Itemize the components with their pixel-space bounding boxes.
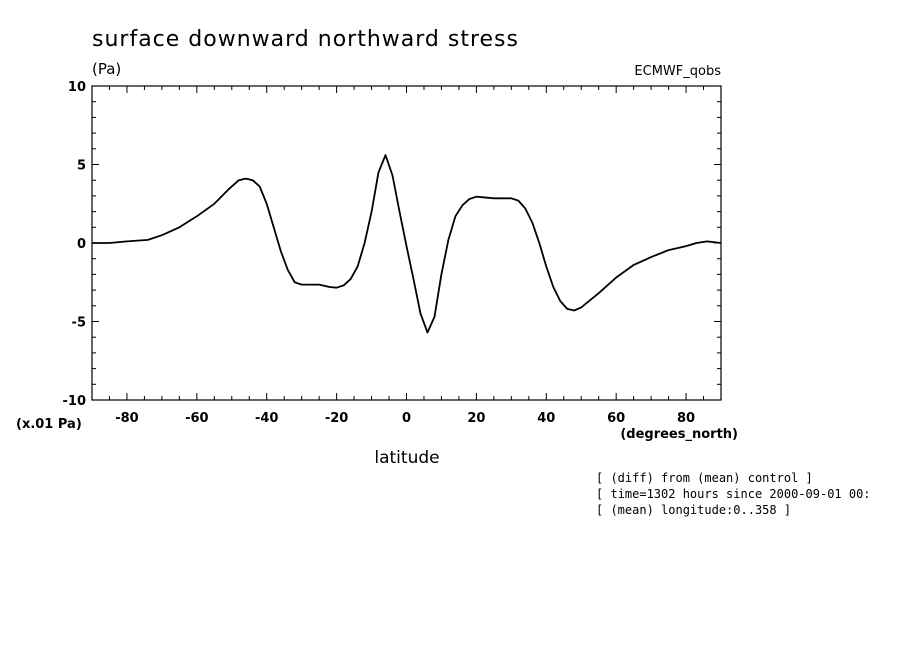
series-line bbox=[92, 154, 722, 334]
x-tick-label: -20 bbox=[325, 411, 349, 426]
x-tick-label: -40 bbox=[255, 411, 279, 426]
y-tick-label: 10 bbox=[68, 80, 86, 95]
y-tick-label: 0 bbox=[77, 237, 86, 252]
x-tick-label: 40 bbox=[537, 411, 555, 426]
note-line-2: [ time=1302 hours since 2000-09-01 00: bbox=[596, 487, 871, 501]
chart-title: surface downward northward stress bbox=[92, 27, 519, 52]
x-tick-label: 0 bbox=[402, 411, 411, 426]
x-tick-label: 20 bbox=[467, 411, 485, 426]
y-tick-labels: 10 5 0 -5 -10 bbox=[63, 80, 87, 409]
y-ticks bbox=[92, 85, 721, 401]
y-tick-label: -10 bbox=[63, 394, 87, 409]
y-tick-label: 5 bbox=[77, 159, 86, 174]
y-unit-label: (Pa) bbox=[92, 60, 121, 78]
x-axis-label: latitude bbox=[374, 448, 439, 468]
y-scale-label: (x.01 Pa) bbox=[16, 417, 82, 432]
y-tick-label: -5 bbox=[72, 316, 86, 331]
note-line-3: [ (mean) longitude:0..358 ] bbox=[596, 503, 791, 517]
source-label: ECMWF_qobs bbox=[634, 64, 721, 79]
x-tick-label: -80 bbox=[115, 411, 139, 426]
x-ticks bbox=[91, 86, 722, 400]
x-tick-label: 80 bbox=[677, 411, 695, 426]
x-tick-label: 60 bbox=[607, 411, 625, 426]
x-unit-label: (degrees_north) bbox=[620, 427, 738, 442]
note-line-1: [ (diff) from (mean) control ] bbox=[596, 471, 813, 485]
x-tick-label: -60 bbox=[185, 411, 209, 426]
x-tick-labels: -80 -60 -40 -20 0 20 40 60 80 bbox=[115, 411, 695, 426]
